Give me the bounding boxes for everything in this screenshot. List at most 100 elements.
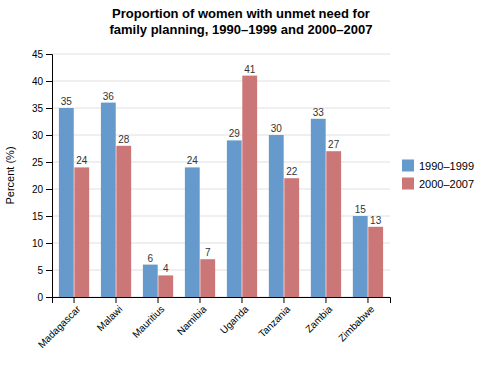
title: Proportion of women with unmet need forf… (109, 6, 372, 37)
bar (326, 151, 341, 297)
x-tick: Mauritius (130, 297, 166, 340)
bar (101, 103, 116, 297)
x-tick-mark (283, 297, 284, 303)
data-label: 28 (118, 134, 130, 145)
bar (74, 167, 89, 297)
data-label: 7 (205, 247, 211, 258)
bar (353, 216, 368, 297)
y-tick-label: 5 (37, 265, 43, 276)
data-label: 41 (244, 64, 256, 75)
y-tick: 30 (32, 130, 52, 141)
y-tick-label: 15 (32, 211, 44, 222)
grid-line (52, 81, 390, 82)
data-label: 24 (76, 155, 88, 166)
y-tick-mark (46, 243, 52, 244)
bar (185, 167, 200, 297)
bar (200, 259, 215, 297)
y-tick-label: 40 (32, 76, 44, 87)
data-label: 27 (328, 139, 340, 150)
y-tick: 20 (32, 184, 52, 195)
y-tick: 45 (32, 49, 52, 60)
x-tick-mark (200, 297, 201, 303)
x-tick: Namibia (175, 297, 209, 337)
x-tick-label: Namibia (175, 303, 209, 337)
y-tick-mark (46, 270, 52, 271)
legend-swatch (402, 178, 414, 190)
y-tick-label: 10 (32, 238, 44, 249)
bars (59, 76, 383, 297)
plot: 3536624293033152428474122271305101520253… (32, 49, 391, 350)
x-tick-mark (325, 297, 326, 303)
x-tick-mark (74, 297, 75, 303)
bar (311, 119, 326, 297)
y-tick-label: 30 (32, 130, 44, 141)
y-tick-label: 45 (32, 49, 44, 60)
y-tick: 25 (32, 157, 52, 168)
data-label: 35 (61, 96, 73, 107)
y-tick-label: 20 (32, 184, 44, 195)
y-tick-mark (46, 216, 52, 217)
bar (116, 146, 131, 297)
data-label: 15 (355, 204, 367, 215)
data-label: 30 (271, 123, 283, 134)
bar (227, 140, 242, 297)
x-tick-label: Tanzania (256, 303, 292, 339)
data-labels: 35366242930331524284741222713 (61, 64, 382, 275)
y-axis-line (46, 55, 53, 298)
y-tick-mark (46, 162, 52, 163)
x-tick: Madagascar (36, 297, 83, 350)
x-tick-label: Uganda (218, 303, 251, 336)
bar (158, 275, 173, 297)
y-tick: 5 (37, 265, 52, 276)
bar (143, 265, 158, 297)
bar (59, 108, 74, 297)
y-tick: 35 (32, 103, 52, 114)
y-tick: 10 (32, 238, 52, 249)
x-tick: Zimbabwe (336, 297, 377, 344)
x-tick-label: Madagascar (36, 303, 83, 350)
bar (269, 135, 284, 297)
y-tick-mark (46, 135, 52, 136)
y-tick-mark (46, 297, 52, 298)
x-tick: Uganda (218, 297, 251, 336)
y-tick: 0 (37, 292, 52, 303)
data-label: 22 (286, 166, 298, 177)
x-tick-label: Mauritius (130, 303, 166, 339)
y-axis: 0 5 10 15 20 25 30 35 40 45 (32, 49, 53, 303)
data-label: 6 (148, 253, 154, 264)
y-tick-mark (46, 54, 52, 55)
legend: 1990–1999 2000–2007 (402, 160, 474, 190)
y-tick-label: 35 (32, 103, 44, 114)
data-label: 29 (229, 128, 241, 139)
x-tick: Zambia (303, 297, 335, 335)
y-tick-mark (46, 189, 52, 190)
grid-line (52, 54, 390, 55)
legend-label: 2000–2007 (419, 178, 474, 190)
x-tick-mark (116, 297, 117, 303)
data-label: 13 (370, 215, 382, 226)
y-tick-label: 25 (32, 157, 44, 168)
x-tick-label: Malawi (95, 303, 125, 333)
y-tick-mark (46, 81, 52, 82)
bar (368, 227, 383, 297)
x-axis-line (53, 298, 391, 304)
data-label: 24 (187, 155, 199, 166)
x-axis: Madagascar MalawiMauritius Namibia UgandaTa… (36, 297, 391, 350)
x-tick-mark (367, 297, 368, 303)
legend-item: 1990–1999 (402, 160, 474, 172)
bar (284, 178, 299, 297)
bar (242, 76, 257, 297)
x-tick-mark (158, 297, 159, 303)
bar-series (59, 103, 368, 297)
x-tick: Malawi (95, 297, 125, 333)
x-tick: Tanzania (256, 297, 292, 339)
data-label: 4 (163, 263, 169, 274)
y-tick-mark (46, 108, 52, 109)
y-axis-title: Percent (%) (4, 146, 16, 204)
y-tick-label: 0 (37, 292, 43, 303)
grid (52, 54, 390, 297)
x-tick-label: Zimbabwe (336, 303, 377, 344)
legend-label: 1990–1999 (419, 160, 474, 172)
data-label: 33 (313, 107, 325, 118)
y-tick: 15 (32, 211, 52, 222)
